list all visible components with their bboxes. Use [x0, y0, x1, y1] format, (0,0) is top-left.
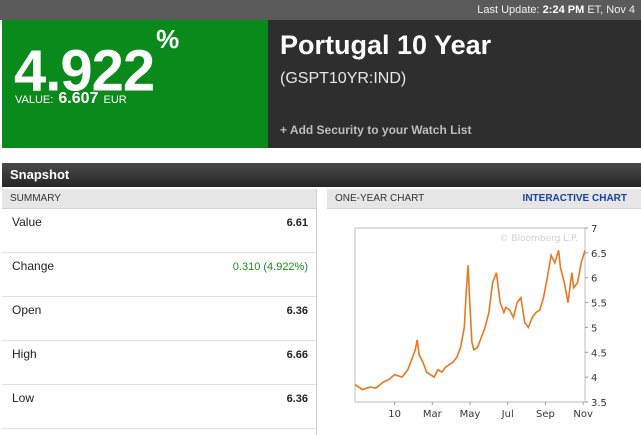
summary-value: 6.61	[286, 217, 308, 229]
add-to-watchlist-link[interactable]: + Add Security to your Watch List	[280, 123, 472, 137]
security-ticker: (GSPT10YR:IND)	[280, 70, 407, 87]
chart-header-label: ONE-YEAR CHART	[335, 193, 425, 204]
x-tick-label: 10	[388, 409, 401, 420]
y-tick-label: 6	[591, 274, 597, 285]
summary-change-value: 0.310 (4.922%)	[232, 261, 308, 273]
interactive-chart-link[interactable]: INTERACTIVE CHART	[522, 193, 627, 204]
summary-header: SUMMARY	[2, 189, 316, 209]
summary-label: Open	[12, 303, 42, 317]
one-year-chart-panel: ONE-YEAR CHART INTERACTIVE CHART © Bloom…	[327, 189, 641, 435]
y-tick-label: 7	[591, 224, 597, 235]
x-tick-label: Sep	[536, 409, 555, 420]
summary-value: 6.36	[286, 305, 308, 317]
summary-row-high: High 6.66	[2, 341, 316, 385]
summary-panel: SUMMARY Value 6.61 Change 0.310 (4.922%)…	[2, 189, 317, 435]
value-label: VALUE:	[15, 94, 54, 106]
summary-label: Value	[12, 215, 42, 229]
last-update-bar: Last Update: 2:24 PM ET, Nov 4	[0, 0, 641, 20]
last-update-time: 2:24 PM	[542, 4, 585, 16]
summary-label: High	[12, 347, 37, 361]
quote-box: 4.922% VALUE: 6.607 EUR	[2, 20, 268, 148]
snapshot-header: Snapshot	[2, 163, 641, 187]
last-update-suffix: ET, Nov 4	[587, 4, 635, 16]
security-header: Portugal 10 Year (GSPT10YR:IND) + Add Se…	[268, 20, 641, 148]
x-tick-label: Nov	[573, 409, 593, 420]
summary-label: Low	[12, 391, 35, 405]
summary-label: Change	[12, 259, 55, 273]
y-tick-label: 6.5	[591, 249, 607, 260]
summary-value: 6.36	[286, 393, 308, 405]
quote-percent-value: 4.922	[14, 38, 155, 104]
y-tick-label: 4.5	[591, 348, 607, 359]
y-tick-label: 3.5	[591, 398, 607, 409]
y-tick-label: 4	[591, 373, 597, 384]
summary-value: 6.66	[286, 349, 308, 361]
x-tick-label: Mar	[423, 409, 443, 420]
value-number: 6.607	[58, 90, 99, 107]
chart-watermark: © Bloomberg L.P.	[500, 234, 578, 244]
summary-row-value: Value 6.61	[2, 209, 316, 253]
summary-row-low: Low 6.36	[2, 385, 316, 429]
percent-sign: %	[156, 24, 180, 54]
chart-header: ONE-YEAR CHART INTERACTIVE CHART	[327, 189, 641, 209]
security-name: Portugal 10 Year	[280, 30, 492, 60]
summary-row-open: Open 6.36	[2, 297, 316, 341]
last-update-prefix: Last Update:	[477, 4, 540, 16]
value-currency: EUR	[103, 94, 127, 106]
summary-row-change: Change 0.310 (4.922%)	[2, 253, 316, 297]
quote-value-line: VALUE: 6.607 EUR	[15, 90, 127, 108]
series-line	[354, 250, 586, 391]
one-year-chart: © Bloomberg L.P. 3.5 4 4.5 5 5.5 6 6.5 7 10 Mar M…	[354, 224, 607, 420]
x-tick-label: Jul	[501, 409, 514, 420]
y-tick-label: 5	[591, 323, 597, 334]
x-tick-label: May	[460, 409, 481, 420]
quote-percent: 4.922%	[14, 24, 179, 104]
y-tick-label: 5.5	[591, 299, 607, 310]
